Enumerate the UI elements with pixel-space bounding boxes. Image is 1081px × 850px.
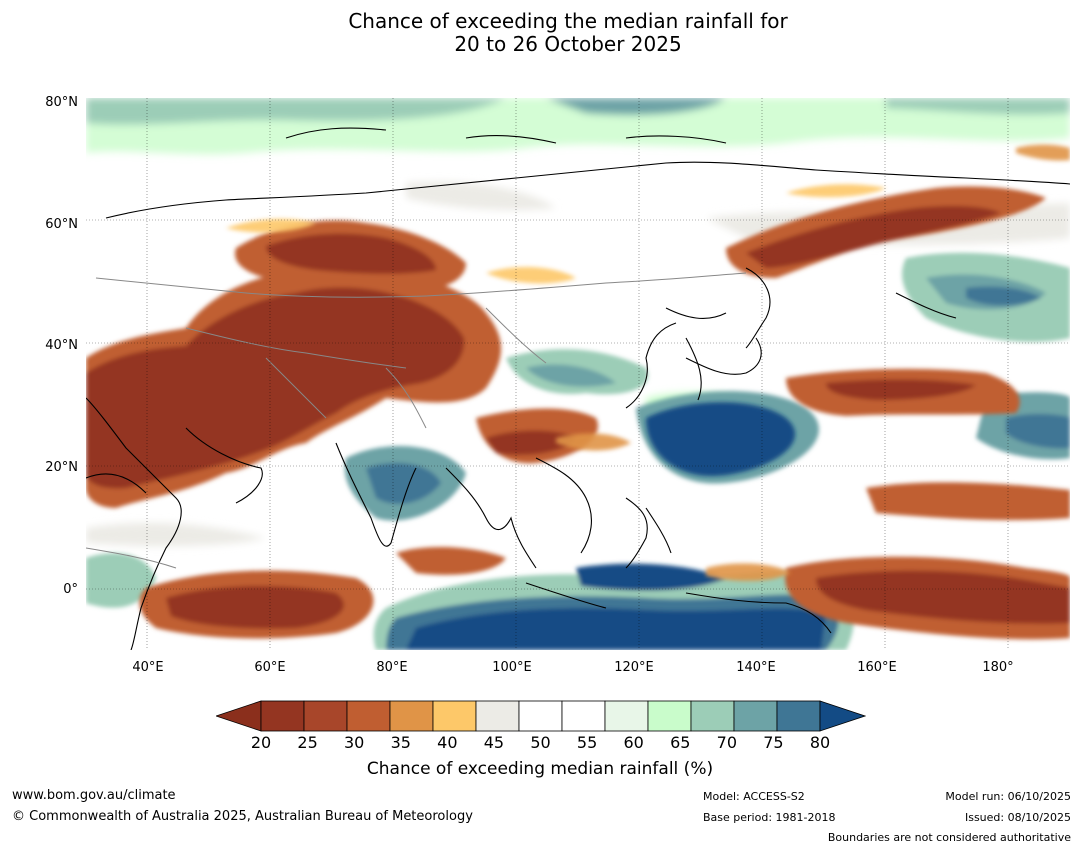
copyright-notice: © Commonwealth of Australia 2025, Austra… [12, 809, 473, 824]
issued-date: Issued: 08/10/2025 [964, 811, 1071, 824]
colorbar-swatch [389, 700, 434, 732]
lon-label-60e: 60°E [254, 660, 286, 675]
strong-above-median-regions [373, 402, 854, 650]
colorbar-over-arrow [819, 700, 867, 732]
lat-label-20n: 20°N [45, 460, 78, 475]
lat-label-60n: 60°N [45, 217, 78, 232]
colorbar-swatch [690, 700, 735, 732]
colorbar-tick-label: 20 [250, 733, 272, 752]
lon-label-180: 180° [982, 660, 1014, 675]
country-borders [86, 272, 747, 569]
lon-label-100e: 100°E [492, 660, 532, 675]
colorbar-tick-label: 35 [390, 733, 411, 752]
colorbar-under-arrow [214, 700, 262, 732]
lat-label-40n: 40°N [45, 338, 78, 353]
colorbar-tick-label: 50 [530, 733, 551, 752]
colorbar-swatch [346, 700, 391, 732]
title-line-1: Chance of exceeding the median rainfall … [348, 9, 788, 33]
colorbar-tick-label: 45 [483, 733, 505, 752]
colorbar-tick-label: 75 [763, 733, 784, 752]
map-title: Chance of exceeding the median rainfall … [0, 10, 1081, 56]
colorbar-swatches [214, 700, 867, 732]
boundaries-disclaimer: Boundaries are not considered authoritat… [827, 831, 1071, 844]
colorbar-tick-label: 30 [343, 733, 365, 752]
lat-label-80n: 80°N [45, 95, 78, 110]
colorbar-swatch [604, 700, 649, 732]
colorbar-tick-label: 65 [670, 733, 691, 752]
model-run-date: Model run: 06/10/2025 [945, 790, 1071, 803]
base-period: Base period: 1981-2018 [703, 811, 836, 824]
lat-label-equator: 0° [63, 582, 78, 597]
colorbar-swatch [733, 700, 778, 732]
map-canvas [86, 98, 1070, 650]
colorbar-swatch [260, 700, 305, 732]
below-median-regions [86, 186, 1070, 640]
colorbar-swatch [647, 700, 692, 732]
gridlines [86, 98, 1070, 650]
lon-label-120e: 120°E [614, 660, 654, 675]
lon-label-80e: 80°E [376, 660, 408, 675]
model-name: Model: ACCESS-S2 [703, 790, 805, 803]
title-line-2: 20 to 26 October 2025 [454, 32, 682, 56]
lon-label-40e: 40°E [132, 660, 164, 675]
colorbar-label: Chance of exceeding median rainfall (%) [366, 759, 714, 779]
colorbar-tick-label: 60 [623, 733, 644, 752]
colorbar-tick-label: 70 [716, 733, 737, 752]
rainfall-probability-map [86, 98, 1070, 650]
colorbar-swatch [776, 700, 821, 732]
colorbar [214, 700, 867, 736]
lon-label-140e: 140°E [736, 660, 776, 675]
colorbar-swatch [518, 700, 563, 732]
website-url[interactable]: www.bom.gov.au/climate [12, 788, 176, 803]
colorbar-swatch [432, 700, 477, 732]
coastlines [86, 127, 1070, 650]
colorbar-tick-label: 25 [297, 733, 318, 752]
colorbar-tick-label: 55 [576, 733, 598, 752]
colorbar-tick-label: 40 [437, 733, 458, 752]
colorbar-swatch [561, 700, 606, 732]
lon-label-160e: 160°E [857, 660, 897, 675]
colorbar-swatch [303, 700, 348, 732]
colorbar-tick-label: 80 [809, 733, 831, 752]
moderately-below-median-regions [226, 144, 1070, 581]
colorbar-swatch [475, 700, 520, 732]
